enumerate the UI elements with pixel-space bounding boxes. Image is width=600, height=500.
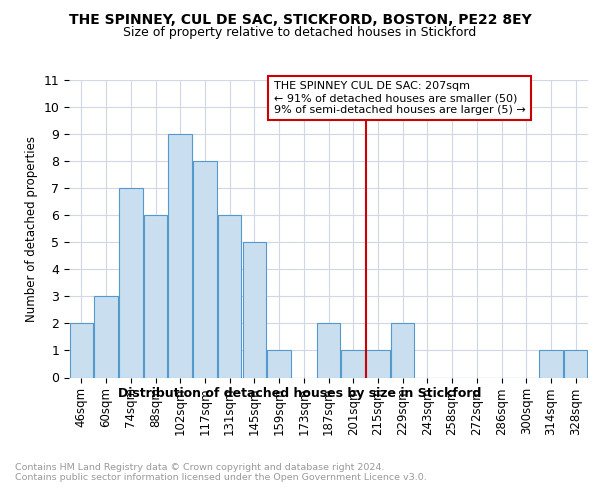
Text: Size of property relative to detached houses in Stickford: Size of property relative to detached ho… — [124, 26, 476, 39]
Text: Distribution of detached houses by size in Stickford: Distribution of detached houses by size … — [118, 388, 482, 400]
Text: THE SPINNEY CUL DE SAC: 207sqm
← 91% of detached houses are smaller (50)
9% of s: THE SPINNEY CUL DE SAC: 207sqm ← 91% of … — [274, 82, 526, 114]
Bar — [564, 350, 587, 378]
Bar — [268, 350, 291, 378]
Bar — [144, 215, 167, 378]
Bar — [391, 324, 415, 378]
Bar — [317, 324, 340, 378]
Bar — [218, 215, 241, 378]
Bar — [242, 242, 266, 378]
Bar — [341, 350, 365, 378]
Bar — [70, 324, 93, 378]
Bar — [119, 188, 143, 378]
Bar — [366, 350, 389, 378]
Bar — [539, 350, 563, 378]
Bar — [94, 296, 118, 378]
Text: Contains HM Land Registry data © Crown copyright and database right 2024.
Contai: Contains HM Land Registry data © Crown c… — [15, 462, 427, 482]
Bar — [193, 161, 217, 378]
Y-axis label: Number of detached properties: Number of detached properties — [25, 136, 38, 322]
Bar — [169, 134, 192, 378]
Text: THE SPINNEY, CUL DE SAC, STICKFORD, BOSTON, PE22 8EY: THE SPINNEY, CUL DE SAC, STICKFORD, BOST… — [68, 12, 532, 26]
